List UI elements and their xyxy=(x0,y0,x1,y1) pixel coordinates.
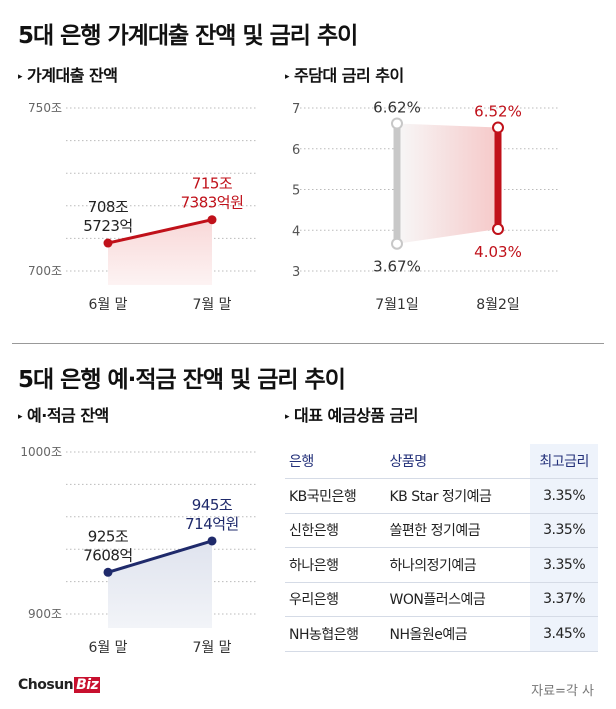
x-tick-label: 7월 말 xyxy=(192,297,231,313)
deposit-rate-table: 은행 상품명 최고금리 KB국민은행 KB Star 정기예금 3.35% 신한은행 쏠… xyxy=(285,444,598,652)
col-product: 상품명 xyxy=(385,444,531,479)
table-header-row: 은행 상품명 최고금리 xyxy=(285,444,598,479)
y-tick-label: 3 xyxy=(292,265,300,280)
y-tick-label: 5 xyxy=(292,184,300,199)
x-tick-label: 6월 말 xyxy=(88,297,127,313)
data-label: 7608억 xyxy=(83,546,132,564)
section2-title: 5대 은행 예·적금 잔액 및 금리 추이 xyxy=(18,367,346,393)
table-row: 우리은행 WON플러스예금 3.37% xyxy=(285,582,598,617)
section-divider xyxy=(12,343,604,344)
product-name: KB Star 정기예금 xyxy=(385,478,531,514)
y-tick-label: 6 xyxy=(292,143,300,158)
table-row: 하나은행 하나의정기예금 3.35% xyxy=(285,547,598,583)
y-tick-label: 7 xyxy=(292,102,300,117)
series-line xyxy=(107,218,213,245)
chosunbiz-logo: Chosun Biz xyxy=(18,677,101,693)
product-name: 하나의정기예금 xyxy=(385,547,531,583)
y-tick-label: 4 xyxy=(292,224,300,239)
x-tick-label: 7월 말 xyxy=(192,640,231,656)
high-label: 6.52% xyxy=(474,103,522,121)
chart2-title: ▸ 주담대 금리 추이 xyxy=(285,66,404,85)
data-label: 715조 xyxy=(192,175,233,193)
series-line xyxy=(107,539,213,574)
table-title: ▸ 대표 예금상품 금리 xyxy=(285,406,418,425)
x-tick-label: 7월1일 xyxy=(375,297,419,313)
chart3-title: ▸ 예·적금 잔액 xyxy=(18,406,109,425)
col-rate: 최고금리 xyxy=(530,444,598,479)
data-label: 708조 xyxy=(88,198,129,216)
data-label: 925조 xyxy=(88,527,129,545)
x-tick-label: 6월 말 xyxy=(88,640,127,656)
low-label: 4.03% xyxy=(474,243,522,261)
max-rate: 3.35% xyxy=(530,478,598,514)
high-point xyxy=(492,121,504,134)
max-rate: 3.35% xyxy=(530,547,598,583)
product-name: WON플러스예금 xyxy=(385,582,531,617)
source-note: 자료=각 사 xyxy=(531,684,594,699)
col-bank: 은행 xyxy=(285,444,386,479)
bank-name: NH농협은행 xyxy=(285,616,386,652)
section1-title: 5대 은행 가계대출 잔액 및 금리 추이 xyxy=(18,23,358,49)
table-row: KB국민은행 KB Star 정기예금 3.35% xyxy=(285,478,598,514)
range-shade xyxy=(397,123,498,244)
area-fill xyxy=(108,540,212,628)
data-label: 7383억원 xyxy=(181,194,244,212)
y-tick-label: 900조 xyxy=(28,607,62,621)
y-tick-label: 1000조 xyxy=(20,445,62,459)
data-label: 5723억 xyxy=(83,217,132,235)
low-point xyxy=(492,223,504,236)
table-row: 신한은행 쏠편한 정기예금 3.35% xyxy=(285,513,598,548)
area-fill xyxy=(108,219,212,285)
bank-name: 우리은행 xyxy=(285,582,386,617)
chart1-title: ▸ 가계대출 잔액 xyxy=(18,66,118,85)
high-label: 6.62% xyxy=(373,98,421,116)
y-tick-label: 750조 xyxy=(28,101,62,115)
table-row: NH농협은행 NH올원e예금 3.45% xyxy=(285,616,598,652)
data-label: 945조 xyxy=(192,496,233,514)
data-point xyxy=(207,215,217,225)
x-tick-label: 8월2일 xyxy=(476,297,520,313)
data-label: 714억원 xyxy=(185,515,239,533)
product-name: NH올원e예금 xyxy=(385,616,531,652)
bank-name: 신한은행 xyxy=(285,513,386,548)
max-rate: 3.37% xyxy=(530,582,598,617)
high-point xyxy=(391,117,403,130)
low-label: 3.67% xyxy=(373,258,421,276)
data-point xyxy=(207,536,217,546)
data-point xyxy=(103,567,113,577)
y-tick-label: 700조 xyxy=(28,264,62,278)
max-rate: 3.35% xyxy=(530,513,598,548)
max-rate: 3.45% xyxy=(530,616,598,652)
product-name: 쏠편한 정기예금 xyxy=(385,513,531,548)
low-point xyxy=(391,237,403,250)
data-point xyxy=(103,238,113,248)
bank-name: KB국민은행 xyxy=(285,478,386,514)
bank-name: 하나은행 xyxy=(285,547,386,583)
